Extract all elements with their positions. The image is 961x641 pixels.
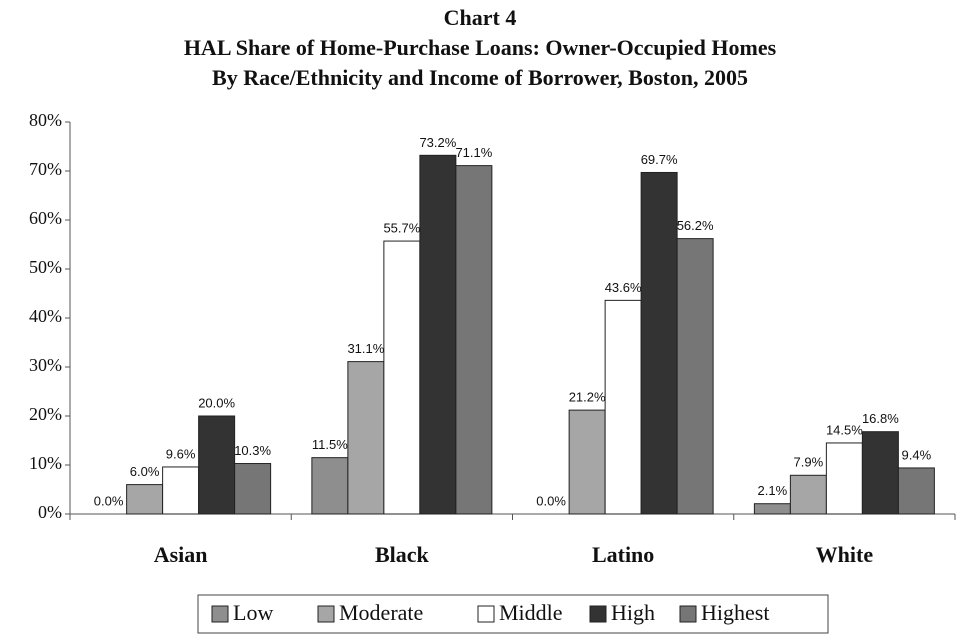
value-label: 20.0% — [198, 395, 235, 410]
y-tick-label: 40% — [29, 306, 62, 326]
y-tick-label: 50% — [29, 257, 62, 277]
value-label: 56.2% — [677, 218, 714, 233]
chart-title: Chart 4 — [444, 5, 517, 30]
x-tick-label: White — [816, 542, 874, 567]
bar — [126, 484, 164, 515]
x-tick-label: Asian — [154, 542, 208, 567]
chart-subtitle: By Race/Ethnicity and Income of Borrower… — [212, 65, 748, 90]
value-label: 6.0% — [130, 464, 160, 479]
legend-swatch — [211, 605, 229, 623]
legend-label: Highest — [701, 600, 769, 625]
bar — [455, 165, 493, 515]
x-tick-label: Latino — [592, 542, 654, 567]
value-label: 0.0% — [94, 493, 124, 508]
value-label: 55.7% — [383, 221, 420, 236]
legend-label: Moderate — [339, 600, 423, 625]
value-label: 2.1% — [758, 483, 788, 498]
y-tick-label: 60% — [29, 208, 62, 228]
value-label: 11.5% — [312, 437, 348, 452]
value-label: 9.6% — [166, 446, 196, 461]
bar — [789, 474, 827, 515]
legend-swatch — [317, 605, 335, 623]
bar — [383, 240, 421, 515]
y-tick-label: 0% — [38, 502, 62, 522]
legend-box — [197, 594, 829, 634]
y-tick-label: 20% — [29, 404, 62, 424]
legend-label: Low — [233, 600, 273, 625]
bar — [311, 457, 349, 515]
legend-swatch — [589, 605, 607, 623]
y-tick-label: 10% — [29, 453, 62, 473]
y-tick-label: 80% — [29, 110, 62, 130]
x-tick-label: Black — [375, 542, 430, 567]
value-label: 73.2% — [419, 135, 456, 150]
value-label: 71.1% — [455, 145, 492, 160]
value-label: 7.9% — [794, 455, 824, 470]
legend-swatch — [477, 605, 495, 623]
bar — [676, 238, 714, 515]
value-label: 14.5% — [826, 422, 863, 437]
bar — [162, 466, 200, 515]
value-label: 31.1% — [347, 341, 384, 356]
bar — [640, 171, 678, 515]
y-tick-label: 70% — [29, 159, 62, 179]
value-label: 43.6% — [605, 280, 642, 295]
bar — [825, 442, 863, 515]
value-label: 0.0% — [536, 493, 566, 508]
value-label: 16.8% — [862, 411, 899, 426]
bar — [861, 431, 899, 515]
bar — [198, 415, 236, 515]
value-label: 21.2% — [569, 390, 606, 405]
bar — [753, 503, 791, 515]
bar — [234, 463, 272, 515]
bar — [568, 409, 606, 515]
bar — [897, 467, 935, 515]
y-tick-label: 30% — [29, 355, 62, 375]
value-label: 9.4% — [902, 447, 932, 462]
bar — [419, 154, 457, 515]
bar — [604, 299, 642, 515]
chart-subtitle: HAL Share of Home-Purchase Loans: Owner-… — [184, 35, 777, 60]
legend-swatch — [679, 605, 697, 623]
value-label: 69.7% — [641, 152, 678, 167]
bar — [347, 361, 385, 515]
legend-label: High — [611, 600, 655, 625]
legend-label: Middle — [499, 600, 563, 625]
value-label: 10.3% — [234, 443, 271, 458]
